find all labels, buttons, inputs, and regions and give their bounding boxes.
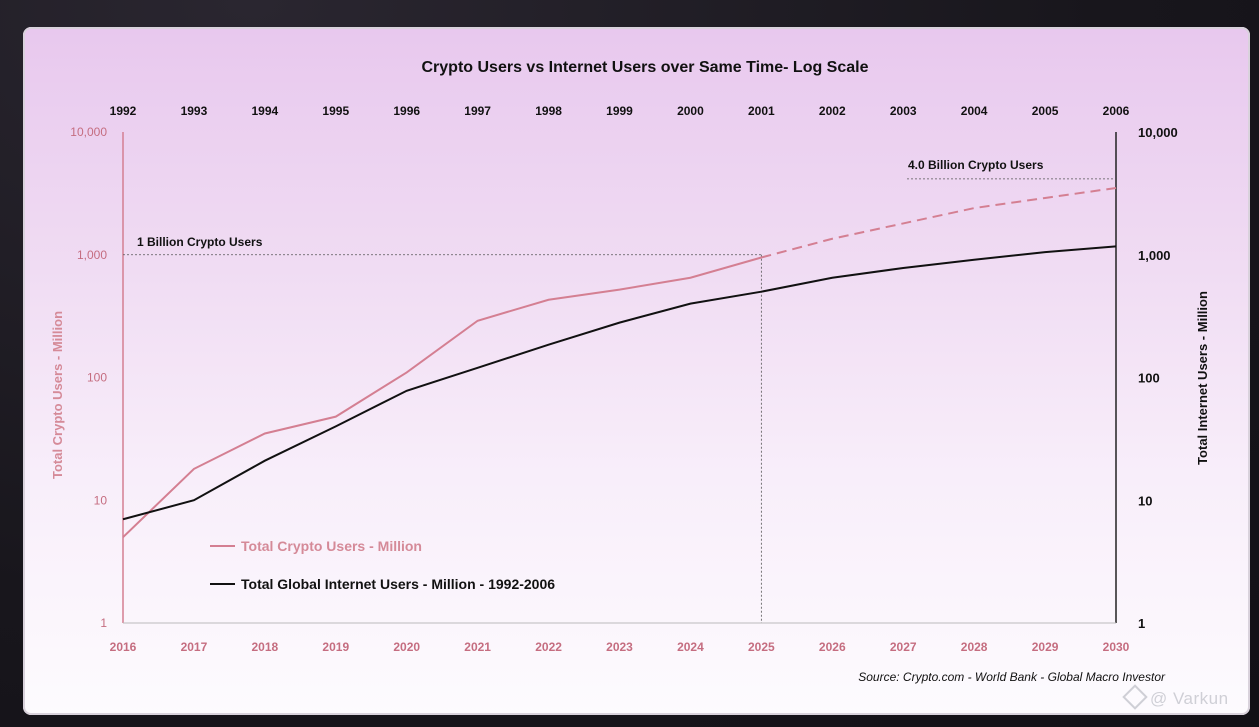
x-tick-top: 1993 — [181, 104, 208, 118]
annotations: 1 Billion Crypto Users 4.0 Billion Crypto… — [123, 158, 1114, 623]
x-tick-bottom: 2021 — [464, 640, 491, 654]
x-tick-bottom: 2017 — [181, 640, 208, 654]
axes — [122, 132, 1117, 624]
legend: Total Crypto Users - Million Total Global… — [210, 538, 555, 592]
x-tick-top: 1992 — [110, 104, 137, 118]
x-tick-bottom: 2023 — [606, 640, 633, 654]
y-tick-left: 1 — [100, 616, 107, 630]
y-tick-left: 10,000 — [70, 125, 107, 139]
watermark-text: @ Varkun — [1150, 689, 1229, 708]
series-line-internet-users — [122, 245, 1117, 521]
legend-label-internet: Total Global Internet Users - Million - … — [241, 576, 555, 592]
x-tick-bottom: 2025 — [748, 640, 775, 654]
y-tick-right: 10 — [1138, 493, 1152, 508]
x-tick-top: 2005 — [1032, 104, 1059, 118]
x-tick-bottom: 2020 — [393, 640, 420, 654]
x-tick-bottom: 2024 — [677, 640, 704, 654]
x-tick-top: 2003 — [890, 104, 917, 118]
y-tick-right: 1,000 — [1138, 248, 1171, 263]
x-tick-bottom: 2028 — [961, 640, 988, 654]
x-tick-top: 1998 — [535, 104, 562, 118]
y-axis-label-right: Total Internet Users - Million — [1195, 291, 1210, 465]
x-tick-top: 1995 — [322, 104, 349, 118]
x-tick-top: 1994 — [252, 104, 279, 118]
y-tick-right: 100 — [1138, 371, 1160, 386]
x-tick-bottom: 2019 — [322, 640, 349, 654]
x-tick-bottom: 2026 — [819, 640, 846, 654]
x-tick-bottom: 2018 — [252, 640, 279, 654]
x-tick-top: 2006 — [1103, 104, 1130, 118]
x-tick-bottom: 2016 — [110, 640, 137, 654]
x-tick-top: 2002 — [819, 104, 846, 118]
y-axis-label-left: Total Crypto Users - Million — [50, 311, 65, 479]
watermark: @ Varkun — [1122, 684, 1229, 710]
binance-square-icon — [1122, 684, 1148, 710]
x-tick-top: 1997 — [464, 104, 491, 118]
y-tick-right: 1 — [1138, 616, 1145, 631]
source-note: Source: Crypto.com - World Bank - Global… — [858, 670, 1166, 684]
series-line-crypto-users — [122, 256, 762, 538]
x-tick-top: 2004 — [961, 104, 988, 118]
annotation-4b-label: 4.0 Billion Crypto Users — [908, 158, 1044, 172]
y-tick-left: 1,000 — [77, 248, 107, 262]
chart-card — [23, 27, 1250, 715]
chart-title: Crypto Users vs Internet Users over Same… — [422, 59, 869, 76]
data-lines — [122, 186, 1117, 538]
x-tick-top: 2001 — [748, 104, 775, 118]
x-tick-bottom: 2030 — [1103, 640, 1130, 654]
series-line-crypto-projection — [761, 186, 1117, 259]
x-tick-top: 1999 — [606, 104, 633, 118]
annotation-1b-label: 1 Billion Crypto Users — [137, 235, 263, 249]
y-tick-left: 100 — [87, 371, 107, 385]
legend-label-crypto: Total Crypto Users - Million — [241, 538, 422, 554]
x-tick-bottom: 2022 — [535, 640, 562, 654]
y-tick-left: 10 — [94, 493, 108, 507]
x-tick-bottom: 2027 — [890, 640, 917, 654]
x-tick-bottom: 2029 — [1032, 640, 1059, 654]
y-tick-right: 10,000 — [1138, 125, 1178, 140]
x-tick-top: 1996 — [393, 104, 420, 118]
tick-labels: 2016 2017 2018 2019 2020 2021 2022 2023 2024 2025… — [70, 104, 1177, 654]
x-tick-top: 2000 — [677, 104, 704, 118]
